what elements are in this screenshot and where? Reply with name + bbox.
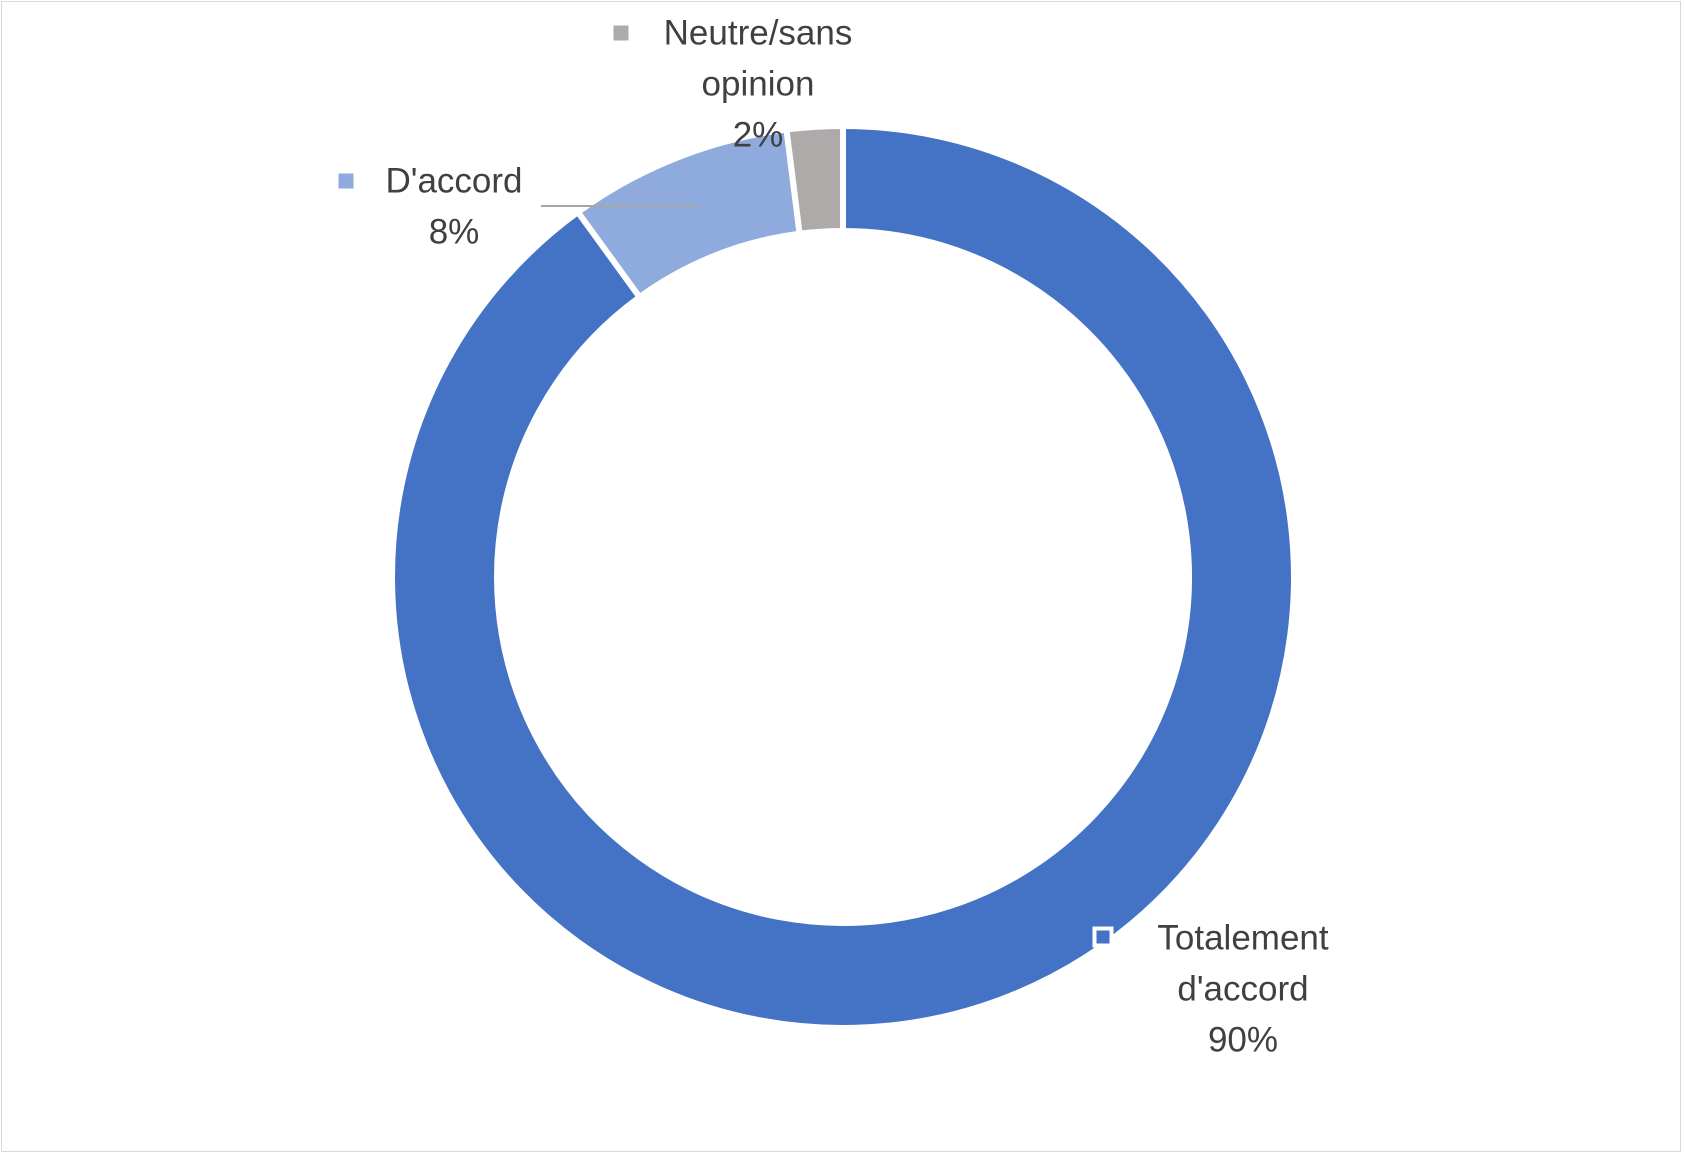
percent-label-neutre-sans-opinion: 2% [733, 115, 784, 154]
percent-label-d-accord: 8% [429, 212, 480, 251]
category-label-neutre-sans-opinion: Neutre/sans [664, 13, 853, 52]
category-label-totalement-d-accord: d'accord [1177, 969, 1308, 1008]
legend-key-totalement-d-accord [1092, 926, 1114, 948]
data-labels-layer: Totalement d'accord 90% D'accord 8% Neutre/sa… [338, 13, 1329, 1059]
data-label-d-accord: D'accord 8% [338, 161, 523, 251]
legend-key-neutre-sans-opinion [613, 25, 629, 41]
slices-layer [389, 122, 1297, 1031]
category-label-totalement-d-accord: Totalement [1157, 918, 1328, 957]
category-label-neutre-sans-opinion: opinion [702, 64, 815, 103]
category-label-d-accord: D'accord [385, 161, 522, 200]
percent-label-totalement-d-accord: 90% [1208, 1020, 1278, 1059]
slice-neutre-sans-opinion [783, 122, 846, 238]
slice-totalement-d-accord [389, 122, 1297, 1031]
data-label-neutre-sans-opinion: Neutre/sans opinion 2% [613, 13, 853, 154]
data-label-totalement-d-accord: Totalement d'accord 90% [1092, 918, 1329, 1059]
legend-key-d-accord [338, 173, 354, 189]
